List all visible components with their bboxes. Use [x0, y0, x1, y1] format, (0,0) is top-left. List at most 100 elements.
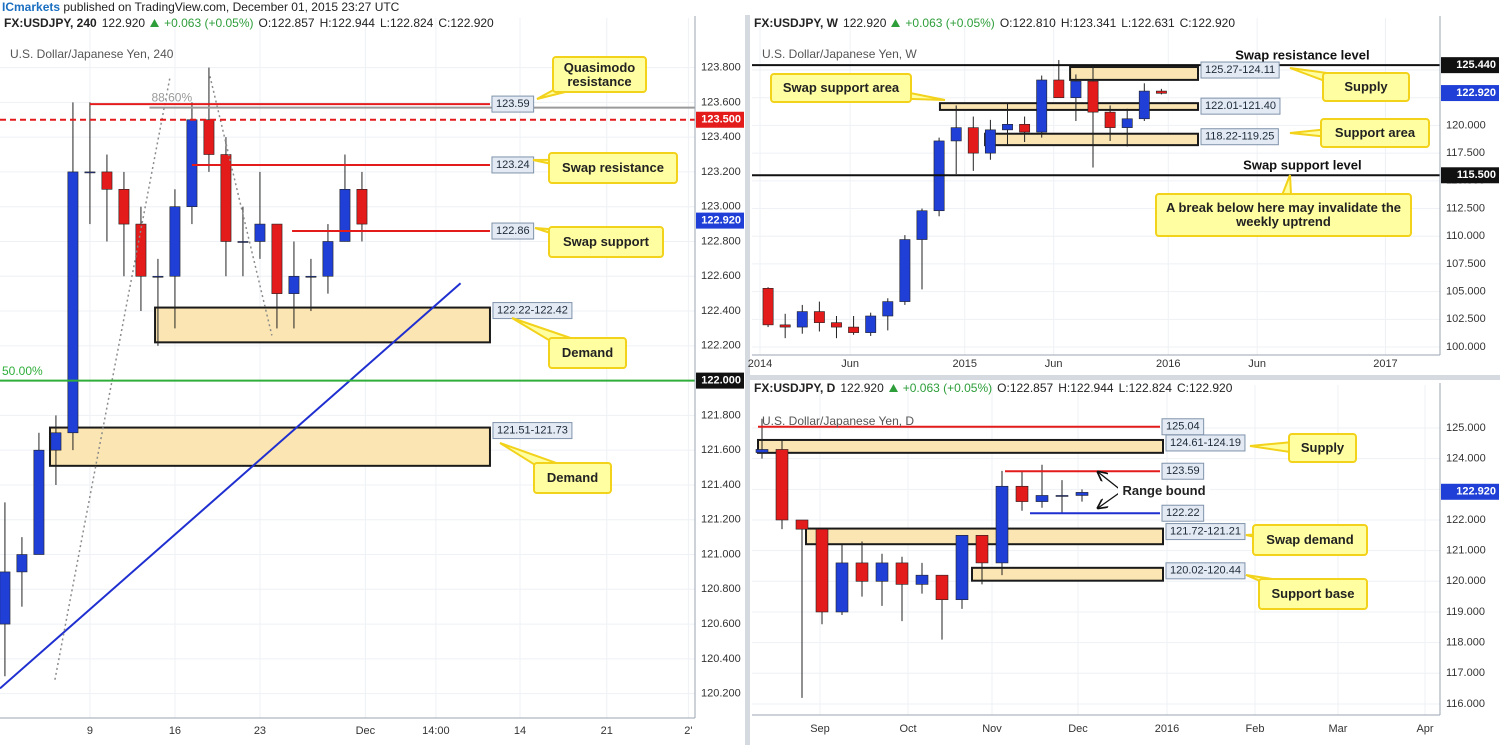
zone-tag	[1165, 434, 1246, 452]
candle-body	[975, 535, 989, 564]
zone-tag-label: 121.51-121.73	[497, 424, 568, 436]
plot	[752, 385, 1440, 715]
candle-body	[1121, 118, 1133, 128]
y-tick-label: 121.000	[1446, 545, 1486, 557]
candle-body	[84, 171, 96, 174]
candle-body	[895, 562, 909, 585]
published: published on TradingView.com, December 0…	[63, 0, 400, 14]
chart-title: U.S. Dollar/Japanese Yen, W	[762, 47, 917, 61]
zone	[1069, 66, 1200, 81]
level-tag	[491, 156, 535, 174]
header-close: C:122.920	[1176, 381, 1233, 395]
zone-tag-label: 120.02-120.44	[1170, 565, 1241, 577]
trend-line	[209, 76, 273, 336]
y-tick-label: 120.400	[701, 653, 741, 665]
x-tick-label: 2'	[684, 725, 692, 737]
header-last: 122.920	[843, 16, 887, 30]
candle-body	[1002, 124, 1013, 131]
candle-body	[984, 129, 996, 154]
zone-tag	[1165, 562, 1246, 580]
x-tick-label: Jun	[1248, 358, 1266, 370]
zone	[48, 426, 491, 467]
level-tag	[491, 95, 535, 113]
change-arrow	[891, 19, 901, 27]
price-tag-label: 115.500	[1457, 169, 1496, 181]
chart-title: U.S. Dollar/Japanese Yen, D	[762, 414, 914, 428]
candle-body	[169, 206, 181, 277]
chart-header: FX:USDJPY, 240 122.920 +0.063 (+0.05%) O:12…	[4, 16, 494, 30]
x-tick-label: 2014	[748, 358, 772, 370]
callout: Supply	[1322, 72, 1410, 102]
x-tick-label: Jun	[1045, 358, 1063, 370]
x-tick-label: 2017	[1373, 358, 1397, 370]
price-tag	[696, 111, 744, 128]
zone-tag-label: 122.22-122.42	[497, 304, 568, 316]
header-last: 122.920	[840, 381, 884, 395]
candle-body	[848, 326, 860, 333]
candle-body	[356, 189, 368, 225]
level-tag	[1161, 462, 1205, 480]
y-tick-label: 121.600	[701, 444, 741, 456]
candle-body	[322, 241, 334, 277]
candle-body	[16, 554, 28, 573]
trend-line	[0, 282, 462, 690]
top-bar: ICmarkets published on TradingView.com, …	[0, 0, 1500, 15]
plot	[752, 18, 1440, 355]
level-tag-label: 122.22	[1166, 507, 1200, 519]
x-tick-label: Mar	[1329, 723, 1348, 735]
candle-body	[835, 562, 849, 613]
zone-tag	[492, 302, 573, 320]
x-tick-label: Feb	[1246, 723, 1265, 735]
y-tick-label: 121.200	[701, 514, 741, 526]
y-tick-label: 122.000	[1446, 514, 1486, 526]
candle-body	[305, 275, 317, 278]
y-tick-label: 122.400	[701, 305, 741, 317]
x-tick-label: Apr	[1416, 723, 1433, 735]
candle-body	[1053, 79, 1065, 99]
candle-body	[815, 528, 829, 613]
candle-body	[339, 189, 351, 242]
zone-tag-label: 124.61-124.19	[1170, 437, 1241, 449]
y-tick-label: 123.000	[701, 201, 741, 213]
candle-body	[67, 171, 79, 434]
candle-body	[796, 311, 808, 328]
level-tag-label: 123.24	[496, 159, 530, 171]
y-tick-label: 120.000	[1446, 119, 1486, 131]
candle-body	[1019, 124, 1031, 133]
y-tick-label: 120.600	[701, 618, 741, 630]
candle-body	[779, 324, 791, 328]
x-tick-label: 23	[254, 725, 266, 737]
zone-tag	[1200, 97, 1281, 115]
zone-tag	[492, 422, 573, 440]
level-tag	[1161, 504, 1205, 522]
zone	[971, 566, 1164, 582]
callout: Quasimodo resistance	[552, 56, 647, 93]
x-tick-label: 14:00	[422, 725, 450, 737]
change-arrow	[888, 384, 898, 392]
price-tag	[696, 212, 744, 229]
candle-body	[288, 275, 300, 294]
price-tag	[1441, 85, 1499, 102]
candle-body	[1036, 79, 1048, 133]
candle-body	[1138, 90, 1150, 120]
zone	[154, 306, 491, 344]
header-symbol: FX:USDJPY, 240	[4, 16, 97, 30]
candle-body	[915, 574, 929, 585]
zone-tag	[1165, 523, 1246, 541]
header-symbol: FX:USDJPY, D	[754, 381, 836, 395]
x-tick-label: 9	[87, 725, 93, 737]
candle-body	[0, 571, 11, 625]
candle-body	[220, 154, 232, 242]
candle-body	[152, 275, 164, 278]
chart-header: FX:USDJPY, D 122.920 +0.063 (+0.05%) O:122.…	[754, 381, 1232, 395]
y-tick-label: 123.400	[701, 131, 741, 143]
plot	[0, 18, 695, 718]
price-tag-label: 123.500	[701, 114, 741, 126]
chart-title: U.S. Dollar/Japanese Yen, 240	[10, 47, 174, 61]
callout: Swap support	[548, 226, 664, 258]
x-tick-label: Sep	[810, 723, 830, 735]
candle-body	[101, 171, 113, 190]
zone-tag-label: 121.72-121.21	[1170, 525, 1241, 537]
y-tick-label: 107.500	[1446, 258, 1486, 270]
